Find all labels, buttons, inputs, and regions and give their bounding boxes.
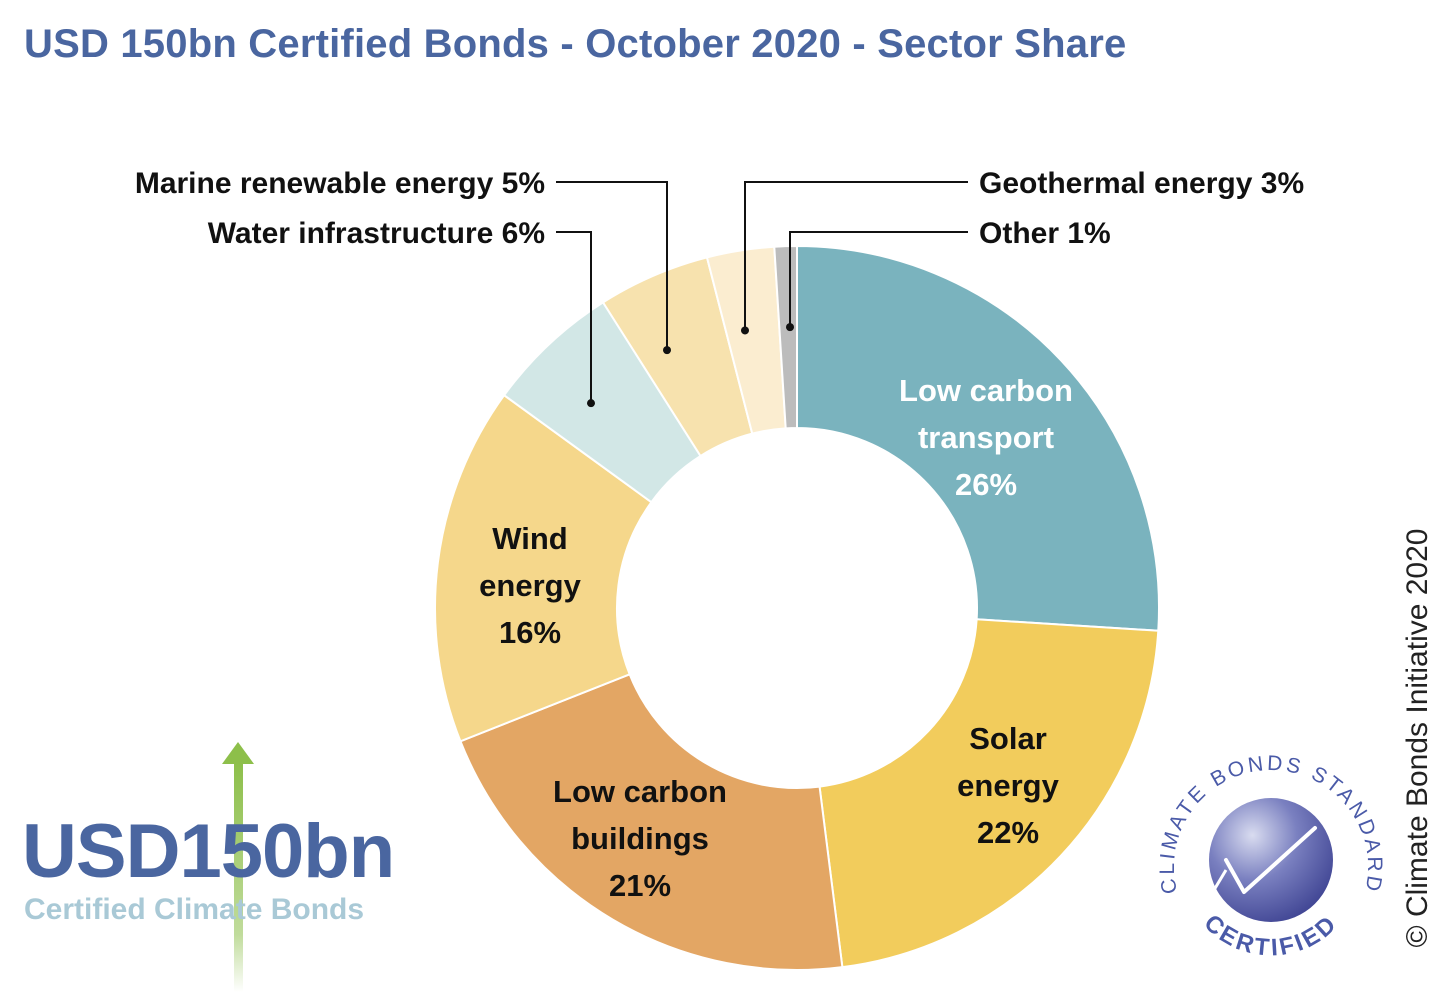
climate-bonds-certified-logo: CLIMATE BONDS STANDARD CERTIFIED	[1156, 752, 1383, 962]
label-wind-energy-line-3: 16%	[499, 615, 561, 650]
badge-subtitle: Certified Climate Bonds	[24, 893, 365, 926]
label-wind-energy-line-1: Wind	[492, 521, 567, 556]
label-other: Other 1%	[979, 217, 1111, 250]
slice-other	[773, 244, 798, 430]
slice-solar-energy	[818, 618, 1160, 969]
leader-dot-other	[786, 323, 794, 332]
label-geothermal-energy: Geothermal energy 3%	[979, 167, 1304, 200]
leader-dot-marine-renewable-energy	[663, 346, 671, 355]
leader-geothermal-energy	[744, 181, 968, 331]
chart-title: USD 150bn Certified Bonds - October 2020…	[24, 22, 1127, 66]
copyright-notice: © Climate Bonds Initiative 2020	[1401, 528, 1434, 948]
label-low-carbon-transport-line-3: 26%	[955, 467, 1017, 502]
donut-slices	[434, 244, 1160, 971]
label-solar-energy-line-3: 22%	[977, 815, 1039, 850]
slice-low-carbon-transport	[796, 244, 1160, 632]
label-low-carbon-buildings-line-2: buildings	[571, 821, 709, 856]
leader-other	[789, 231, 968, 328]
leader-marine-renewable-energy	[556, 181, 668, 351]
leader-water-infrastructure	[556, 231, 592, 404]
slice-wind-energy	[434, 393, 653, 743]
label-low-carbon-buildings-line-1: Low carbon	[553, 774, 727, 809]
label-low-carbon-transport-line-1: Low carbon	[899, 373, 1073, 408]
label-solar-energy-line-2: energy	[957, 768, 1059, 803]
label-marine-renewable-energy: Marine renewable energy 5%	[135, 167, 545, 200]
label-solar-energy-line-1: Solar	[969, 721, 1047, 756]
badge-amount: USD150bn	[22, 809, 395, 894]
label-low-carbon-buildings-line-3: 21%	[609, 868, 671, 903]
leader-dot-water-infrastructure	[587, 399, 595, 408]
label-water-infrastructure: Water infrastructure 6%	[208, 217, 545, 250]
leader-lines	[556, 181, 968, 408]
growth-arrow-icon	[222, 742, 254, 992]
slice-low-carbon-buildings	[459, 672, 844, 971]
slice-labels: Low carbon transport 26% Solar energy 22% Low …	[135, 167, 1304, 903]
label-wind-energy-line-2: energy	[479, 568, 581, 603]
leader-dot-geothermal-energy	[741, 326, 749, 335]
label-low-carbon-transport-line-2: transport	[918, 420, 1054, 455]
